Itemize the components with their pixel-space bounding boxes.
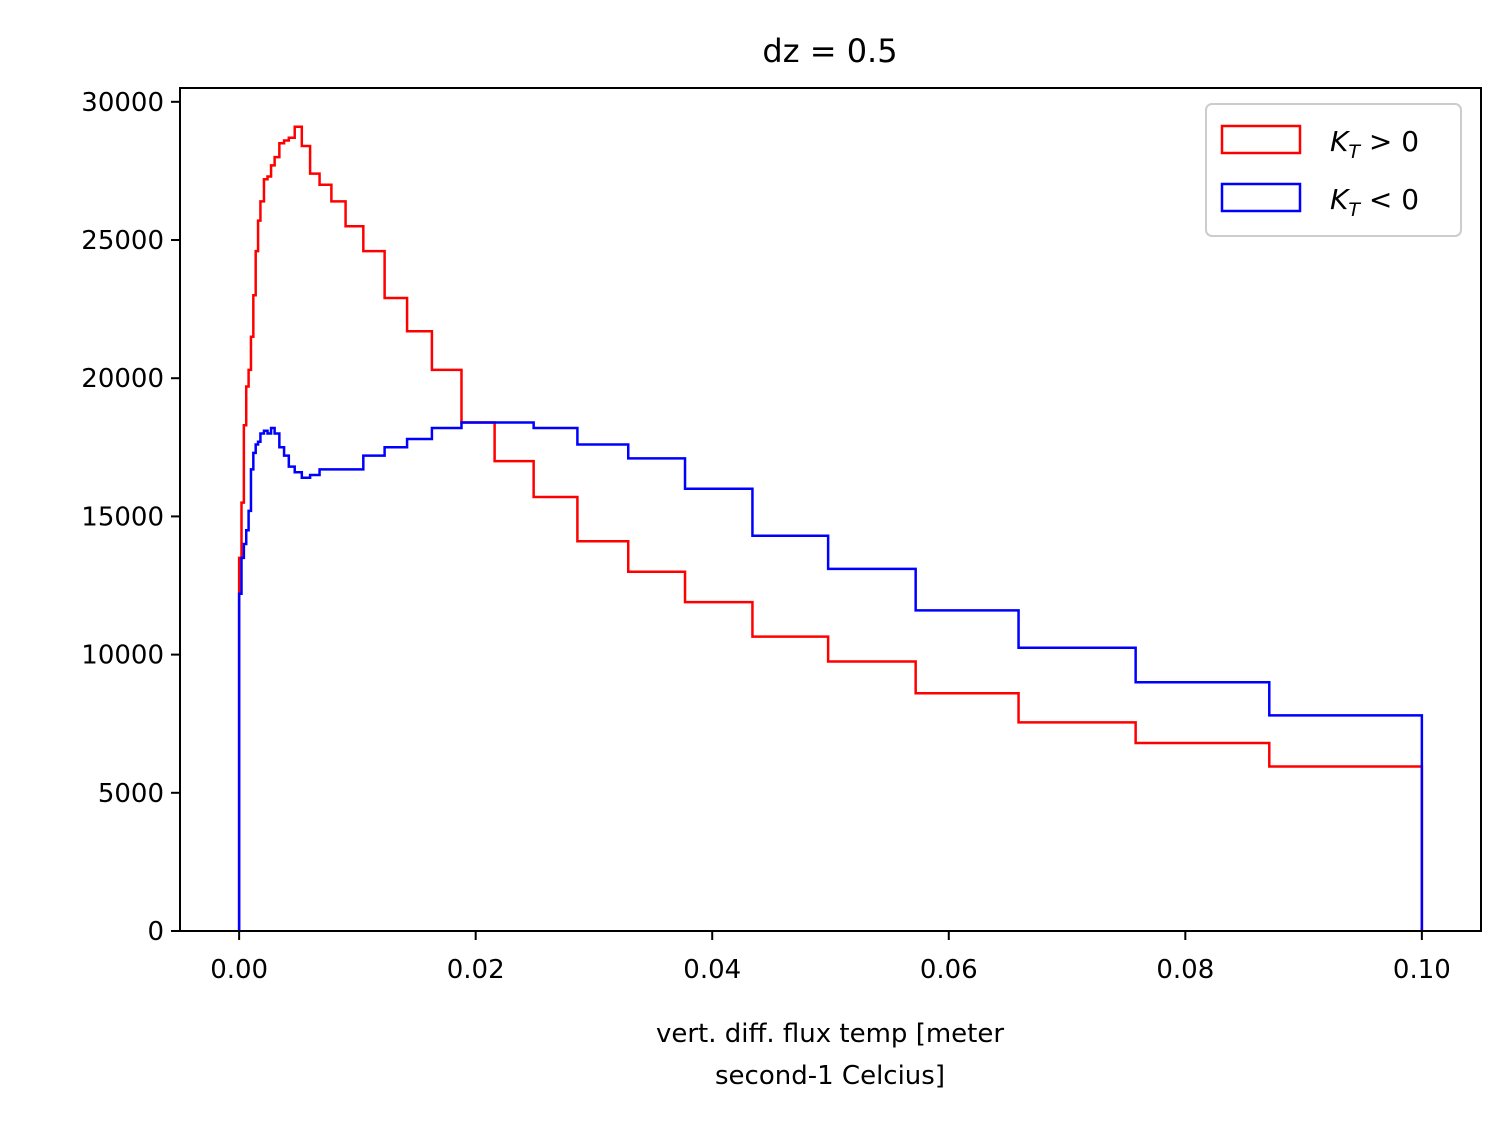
y-tick-label: 20000 — [81, 364, 164, 394]
y-tick-label: 5000 — [98, 779, 164, 809]
legend-frame — [1205, 103, 1462, 237]
x-tick-label: 0.04 — [683, 955, 741, 985]
plot-frame — [179, 87, 1482, 932]
x-tick-label: 0.06 — [920, 955, 978, 985]
legend-swatch — [1220, 182, 1302, 213]
histogram-series-positive — [237, 125, 1424, 931]
x-tick-label: 0.00 — [210, 955, 268, 985]
x-axis-title-line2: second-1 Celcius] — [715, 1061, 945, 1091]
x-tick-label: 0.10 — [1393, 955, 1451, 985]
x-tick-label: 0.02 — [447, 955, 505, 985]
x-tick-label: 0.08 — [1156, 955, 1214, 985]
y-tick-label: 10000 — [81, 641, 164, 671]
chart-title: dz = 0.5 — [762, 32, 897, 70]
series-layer — [237, 125, 1424, 931]
y-axis: 0 5000 10000 15000 20000 25000 30000 — [81, 88, 180, 947]
legend-swatch — [1220, 124, 1302, 155]
x-axis: 0.00 0.02 0.04 0.06 0.08 0.10 — [210, 931, 1451, 985]
y-tick-label: 30000 — [81, 88, 164, 118]
legend: KT > 0 KT < 0 — [1205, 103, 1462, 237]
legend-label: KT < 0 — [1330, 183, 1419, 221]
histogram-series-negative — [237, 421, 1424, 931]
y-tick-label: 15000 — [81, 502, 164, 532]
y-tick-label: 25000 — [81, 226, 164, 256]
x-axis-title-line1: vert. diff. flux temp [meter — [656, 1019, 1004, 1049]
y-tick-label: 0 — [147, 917, 164, 947]
legend-label: KT > 0 — [1330, 125, 1419, 163]
